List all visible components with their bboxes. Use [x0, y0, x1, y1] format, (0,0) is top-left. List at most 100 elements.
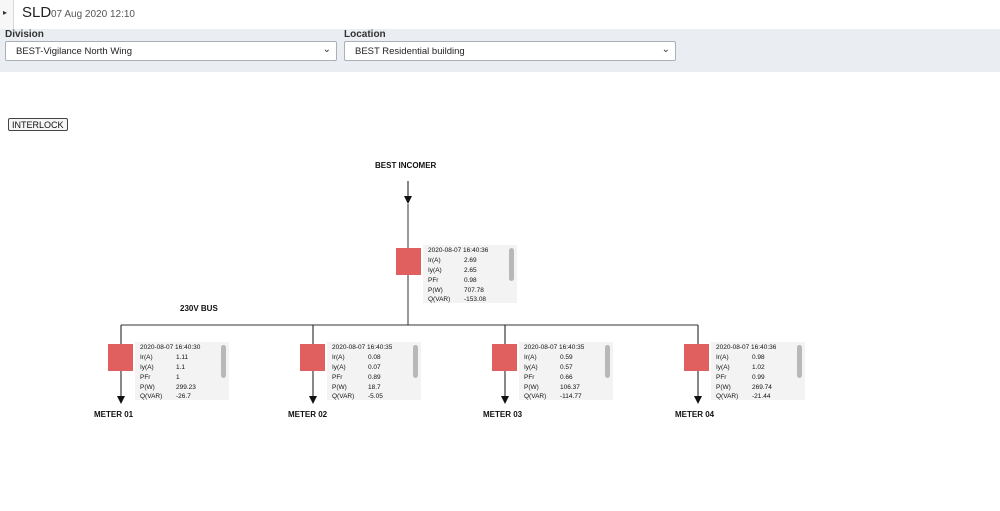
meter-04-breaker[interactable] — [684, 344, 709, 371]
reading-value: 0.99 — [752, 374, 765, 381]
reading-row: P(W) 269.74 — [716, 384, 772, 391]
reading-value: 18.7 — [368, 384, 381, 391]
filter-bar: Division BEST-Vigilance North Wing ⌄ Loc… — [0, 29, 1000, 72]
chevron-down-icon: ⌄ — [322, 44, 331, 55]
reading-key: Iy(A) — [716, 364, 730, 371]
reading-key: PFr — [428, 277, 439, 284]
reading-key: Q(VAR) — [428, 296, 451, 303]
meter-timestamp: 2020-08-07 16:40:30 — [140, 344, 201, 351]
page-title: SLD — [22, 4, 52, 21]
division-label: Division — [5, 29, 44, 40]
meter-02-readings-panel: 2020-08-07 16:40:35 Ir(A) 0.08 Iy(A) 0.07 … — [327, 342, 421, 400]
reading-row: PFr 1 — [140, 374, 180, 381]
bus-label: 230V BUS — [180, 304, 218, 313]
reading-value: 1.11 — [176, 354, 189, 361]
reading-row: PFr 0.98 — [428, 277, 477, 284]
meter-timestamp: 2020-08-07 16:40:35 — [332, 344, 393, 351]
reading-row: PFr 0.89 — [332, 374, 381, 381]
meter-timestamp: 2020-08-07 16:40:35 — [524, 344, 585, 351]
incomer-readings-panel: 2020-08-07 16:40:36 Ir(A) 2.69 Iy(A) 2.65 … — [423, 245, 517, 303]
meter-03-label: METER 03 — [483, 410, 523, 419]
page-date: 07 Aug 2020 12:10 — [51, 9, 135, 20]
reading-value: 0.57 — [560, 364, 573, 371]
meter-02-label: METER 02 — [288, 410, 328, 419]
reading-row: Q(VAR) -114.77 — [524, 393, 582, 400]
chevron-down-icon: ⌄ — [661, 44, 670, 55]
meter-03-readings-panel: 2020-08-07 16:40:35 Ir(A) 0.59 Iy(A) 0.57 … — [519, 342, 613, 400]
incomer-timestamp: 2020-08-07 16:40:36 — [428, 247, 489, 254]
reading-key: Iy(A) — [428, 267, 442, 274]
reading-value: 2.69 — [464, 257, 477, 264]
interlock-button[interactable]: INTERLOCK — [8, 118, 68, 131]
incomer-breaker[interactable] — [396, 248, 421, 275]
reading-value: 1 — [176, 374, 180, 381]
reading-key: PFr — [716, 374, 727, 381]
reading-value: 0.07 — [368, 364, 381, 371]
reading-value: 2.65 — [464, 267, 477, 274]
reading-row: Ir(A) 0.98 — [716, 354, 765, 361]
meter-04-readings-panel: 2020-08-07 16:40:36 Ir(A) 0.98 Iy(A) 1.02 … — [711, 342, 805, 400]
reading-row: Q(VAR) -21.44 — [716, 393, 770, 400]
reading-row: P(W) 299.23 — [140, 384, 196, 391]
meter-01-breaker[interactable] — [108, 344, 133, 371]
reading-value: 0.08 — [368, 354, 381, 361]
reading-value: 106.37 — [560, 384, 580, 391]
reading-key: P(W) — [716, 384, 731, 391]
reading-key: Ir(A) — [716, 354, 729, 361]
reading-row: Q(VAR) -5.05 — [332, 393, 383, 400]
reading-key: P(W) — [332, 384, 347, 391]
reading-key: Q(VAR) — [716, 393, 739, 400]
reading-row: Ir(A) 0.08 — [332, 354, 381, 361]
meter-04-label: METER 04 — [675, 410, 715, 419]
reading-key: P(W) — [524, 384, 539, 391]
reading-row: P(W) 18.7 — [332, 384, 381, 391]
reading-value: 0.59 — [560, 354, 573, 361]
location-select[interactable]: BEST Residential building ⌄ — [344, 41, 676, 61]
caret-right-icon: ▸ — [3, 8, 8, 17]
reading-key: Ir(A) — [140, 354, 153, 361]
reading-row: Iy(A) 1.02 — [716, 364, 765, 371]
reading-key: Ir(A) — [332, 354, 345, 361]
sidebar-toggle[interactable]: ▸ — [0, 0, 14, 29]
reading-key: Iy(A) — [524, 364, 538, 371]
reading-row: Q(VAR) -153.08 — [428, 296, 486, 303]
reading-value: -21.44 — [752, 393, 771, 400]
scrollbar[interactable] — [221, 345, 226, 378]
division-select[interactable]: BEST-Vigilance North Wing ⌄ — [5, 41, 337, 61]
reading-row: Ir(A) 2.69 — [428, 257, 477, 264]
reading-row: Iy(A) 2.65 — [428, 267, 477, 274]
scrollbar[interactable] — [413, 345, 418, 378]
scrollbar[interactable] — [797, 345, 802, 378]
reading-key: P(W) — [140, 384, 155, 391]
meter-01-label: METER 01 — [94, 410, 134, 419]
scrollbar[interactable] — [509, 248, 514, 281]
meter-02-breaker[interactable] — [300, 344, 325, 371]
reading-key: Ir(A) — [524, 354, 537, 361]
meter-03-breaker[interactable] — [492, 344, 517, 371]
reading-value: 1.02 — [752, 364, 765, 371]
reading-value: 0.89 — [368, 374, 381, 381]
location-select-value: BEST Residential building — [355, 46, 465, 57]
reading-row: Iy(A) 0.07 — [332, 364, 381, 371]
reading-row: Q(VAR) -26.7 — [140, 393, 191, 400]
meter-01-readings-panel: 2020-08-07 16:40:30 Ir(A) 1.11 Iy(A) 1.1 P… — [135, 342, 229, 400]
scrollbar[interactable] — [605, 345, 610, 378]
reading-key: Q(VAR) — [332, 393, 355, 400]
reading-value: 0.66 — [560, 374, 573, 381]
reading-value: 269.74 — [752, 384, 772, 391]
reading-key: PFr — [140, 374, 151, 381]
reading-key: Iy(A) — [140, 364, 154, 371]
reading-key: PFr — [332, 374, 343, 381]
location-label: Location — [344, 29, 386, 40]
reading-row: Iy(A) 0.57 — [524, 364, 573, 371]
reading-key: Iy(A) — [332, 364, 346, 371]
reading-value: 0.98 — [752, 354, 765, 361]
reading-row: Ir(A) 0.59 — [524, 354, 573, 361]
reading-row: PFr 0.66 — [524, 374, 573, 381]
reading-value: 707.78 — [464, 287, 484, 294]
reading-row: PFr 0.99 — [716, 374, 765, 381]
reading-value: 0.98 — [464, 277, 477, 284]
reading-value: -153.08 — [464, 296, 487, 303]
reading-value: -114.77 — [560, 393, 582, 400]
division-select-value: BEST-Vigilance North Wing — [16, 46, 132, 57]
